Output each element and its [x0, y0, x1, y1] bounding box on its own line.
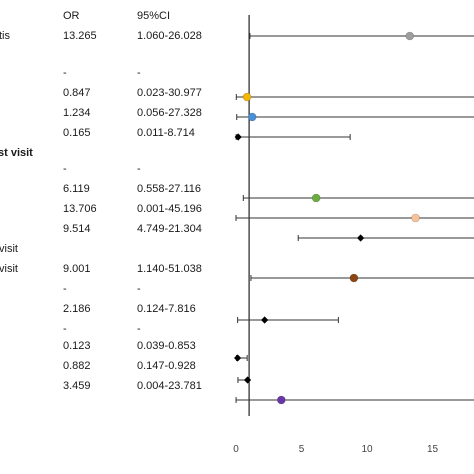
ci-value: 0.001-45.196	[137, 203, 202, 215]
or-value: 9.514	[63, 223, 91, 235]
or-value: 0.165	[63, 127, 91, 139]
ci-value: 0.039-0.853	[137, 340, 196, 352]
ci-value: 0.147-0.928	[137, 360, 196, 372]
ci-value: 0.558-27.116	[137, 183, 202, 195]
or-value: 0.123	[63, 340, 91, 352]
or-column-header: OR	[63, 10, 80, 22]
x-tick-label: 5	[299, 444, 305, 455]
row-label: tis	[0, 30, 10, 42]
or-value: 13.706	[63, 203, 97, 215]
or-point-diamond	[234, 354, 242, 362]
ci-value: 0.011-8.714	[137, 127, 195, 139]
or-point-circle	[411, 213, 420, 223]
or-point-circle	[242, 92, 252, 102]
or-value: -	[63, 283, 67, 295]
ci-value: 0.023-30.977	[137, 87, 202, 99]
or-value: 13.265	[63, 30, 97, 42]
or-point-circle	[311, 193, 321, 203]
ci-value: -	[137, 67, 141, 79]
ci-value: 1.140-51.038	[137, 263, 202, 275]
ci-value: 0.004-23.781	[137, 380, 202, 392]
or-value: 6.119	[63, 183, 90, 195]
or-point-diamond	[243, 376, 252, 384]
ci-value: -	[137, 323, 141, 335]
row-label: visit	[0, 263, 18, 275]
or-value: 2.186	[63, 303, 91, 315]
or-value: 9.001	[63, 263, 91, 275]
ci-value: 1.060-26.028	[137, 30, 202, 42]
ci-value: 0.124-7.816	[137, 303, 196, 315]
or-point-diamond	[234, 133, 242, 141]
x-tick-label: 10	[361, 444, 373, 455]
or-point-circle	[405, 31, 415, 41]
ci-column-header: 95%CI	[137, 10, 171, 22]
or-value: 1.234	[63, 107, 91, 119]
or-value: 0.882	[63, 360, 91, 372]
or-value: -	[63, 67, 67, 79]
or-point-circle	[247, 112, 257, 122]
x-tick-label: 0	[233, 444, 239, 455]
or-point-circle	[349, 273, 359, 283]
row-label: visit	[0, 243, 18, 255]
ci-value: -	[137, 163, 141, 175]
ci-value: 4.749-21.304	[137, 223, 202, 235]
row-label: st visit	[0, 147, 33, 159]
ci-value: 0.056-27.328	[137, 107, 202, 119]
or-point-diamond	[261, 316, 269, 324]
or-point-circle	[277, 395, 286, 405]
or-value: -	[63, 323, 67, 335]
or-value: 3.459	[63, 380, 91, 392]
or-value: -	[63, 163, 67, 175]
or-point-diamond	[357, 234, 365, 242]
x-tick-label: 15	[427, 444, 439, 455]
ci-value: -	[137, 283, 141, 295]
or-value: 0.847	[63, 87, 91, 99]
